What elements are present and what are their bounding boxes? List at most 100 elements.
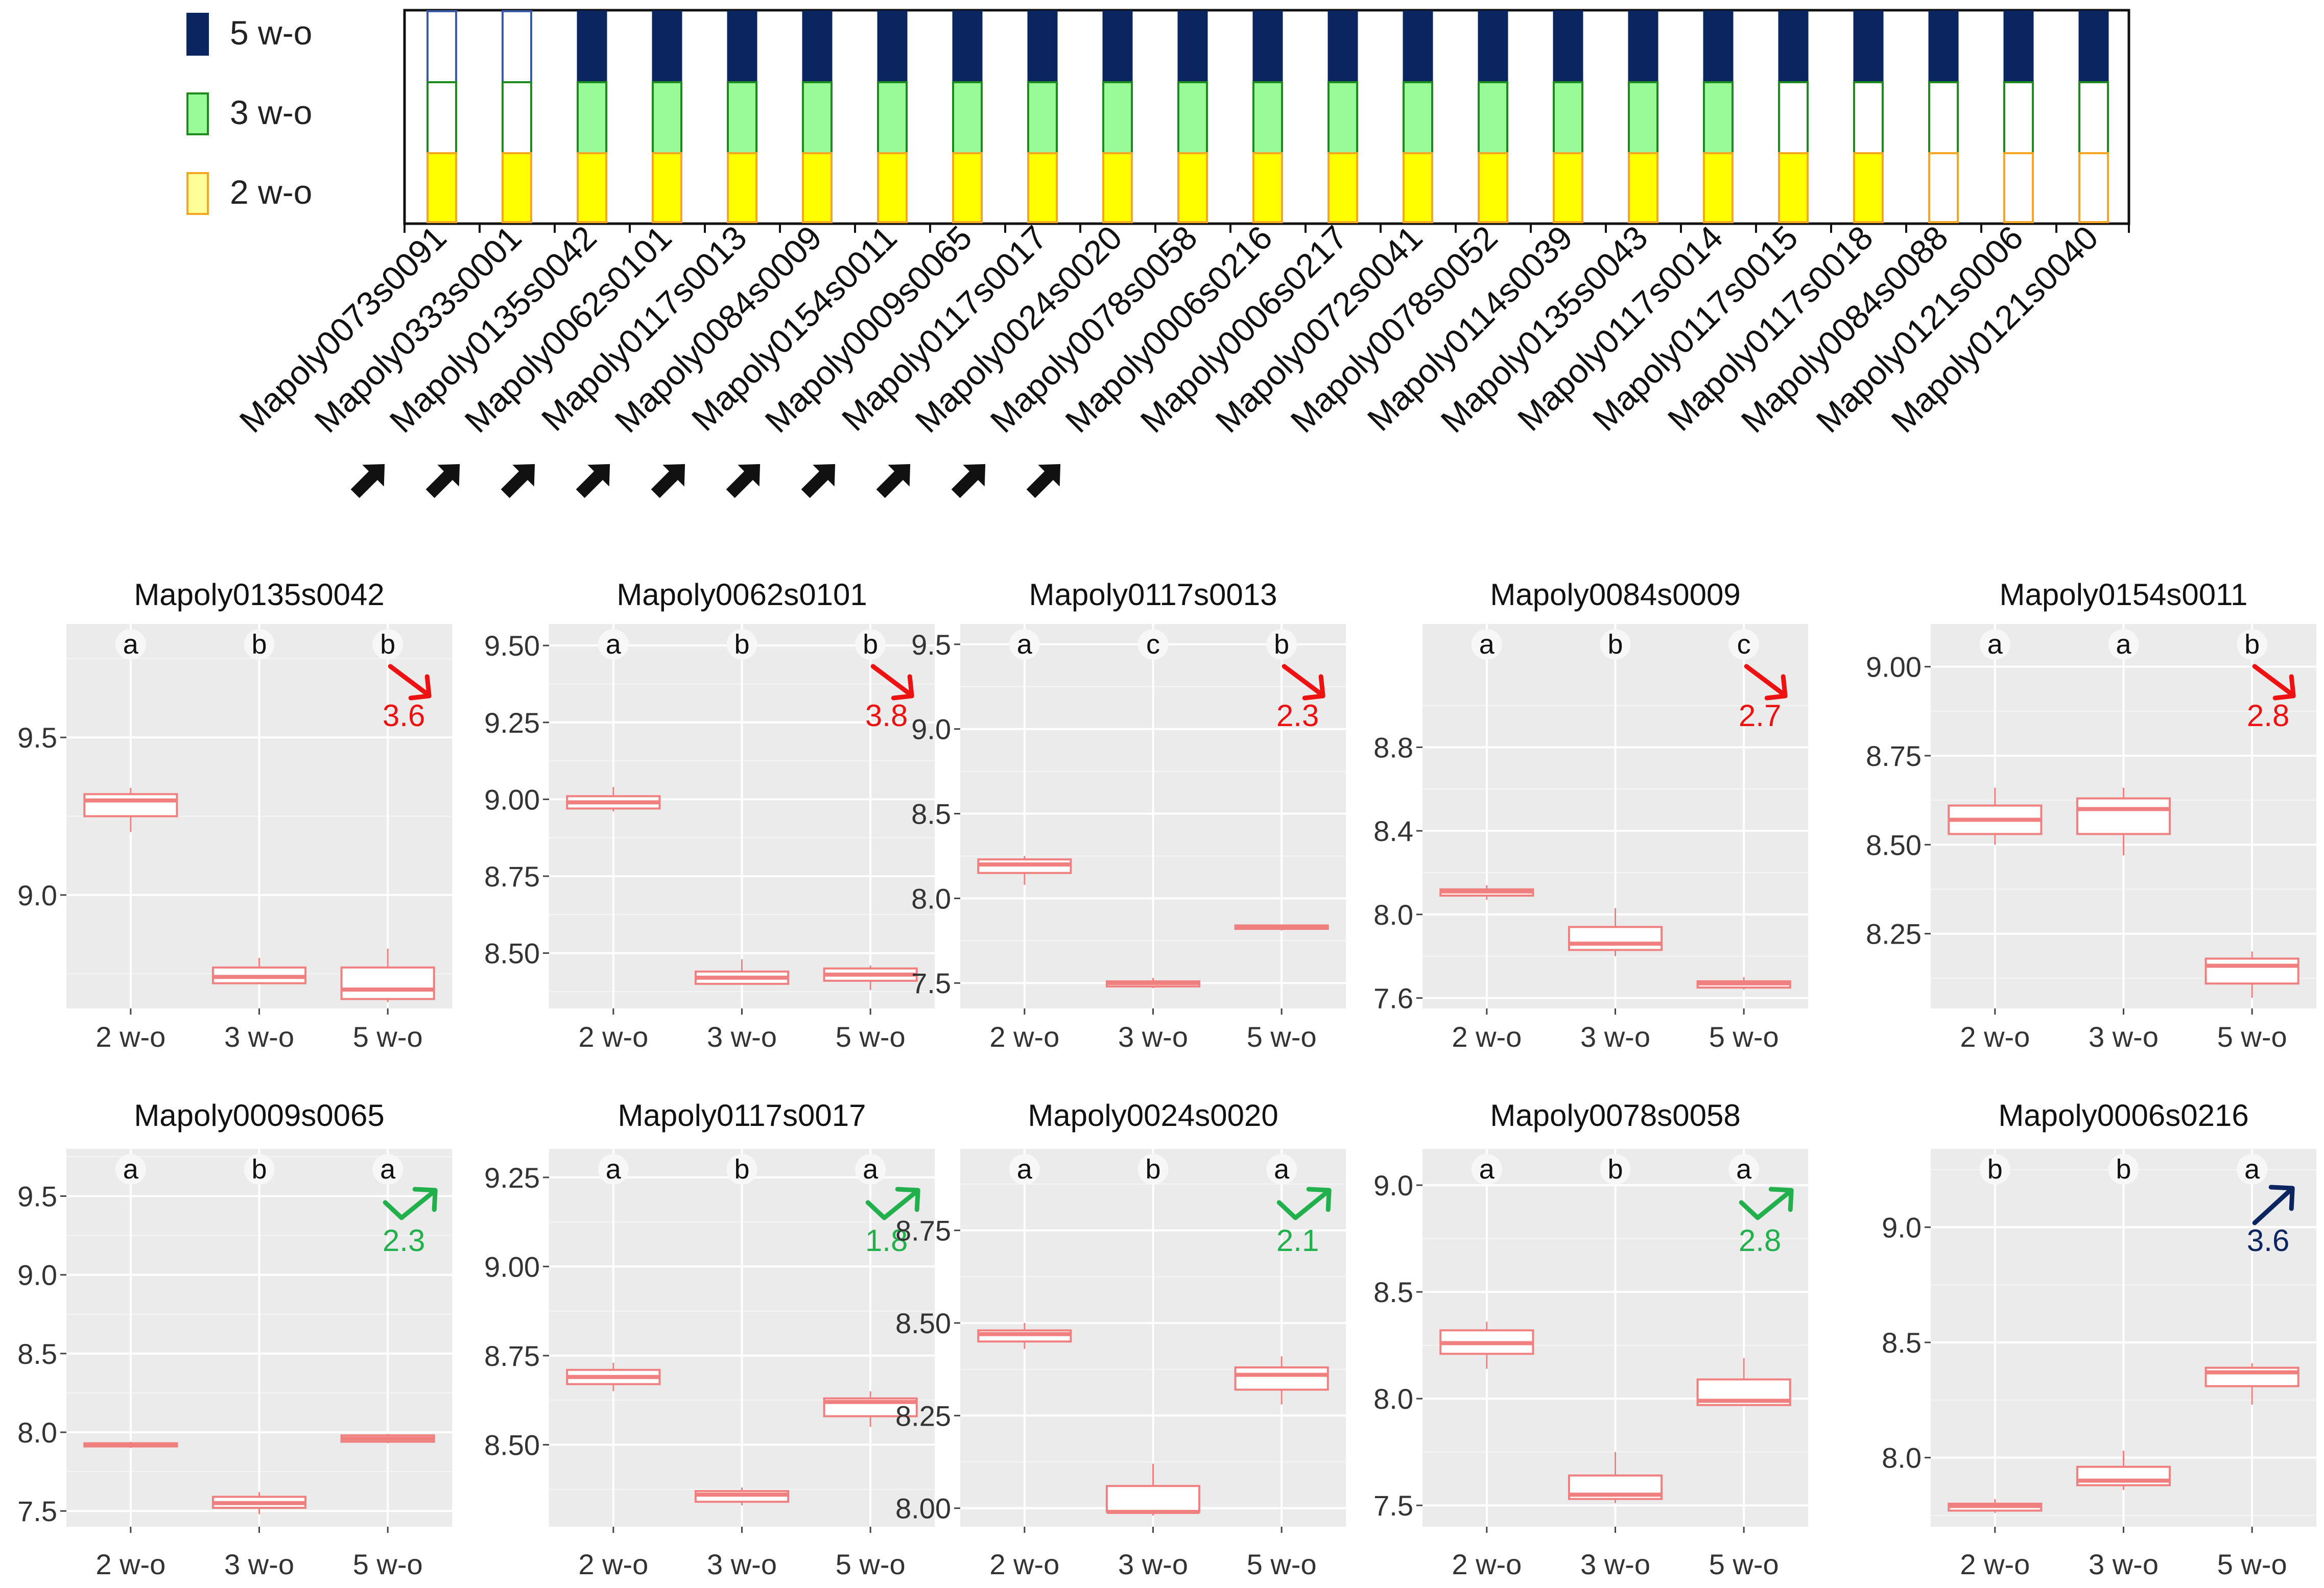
arrow-head <box>895 1187 920 1212</box>
panel-Mapoly0006s0216: Mapoly0006s0216 8.0 8.5 9.0 2 w-o b 3 w-o b 5 w-… <box>1882 1098 2316 1580</box>
significance-letter: b <box>251 629 267 660</box>
significance-letter: b <box>1987 1154 2003 1185</box>
box-iqr <box>83 793 178 817</box>
panel-Mapoly0078s0058: Mapoly0078s0058 7.5 8.0 8.5 9.0 2 w-o a 3 w-o b 5… <box>1373 1098 1808 1580</box>
significance-letter: a <box>1479 1154 1495 1185</box>
significance-letter: a <box>863 1154 879 1185</box>
category-label: 2 w-o <box>1960 1021 2030 1053</box>
significance-letter: a <box>2244 1154 2260 1185</box>
y-tick-label: 9.0 <box>1882 1211 1922 1243</box>
gene-arrow-shape <box>801 464 836 498</box>
gene-arrow-icon <box>951 464 986 498</box>
letter-badge <box>244 629 275 660</box>
letter-badge <box>244 1154 275 1185</box>
category-label: 2 w-o <box>578 1548 648 1580</box>
significance-letter: a <box>1017 1154 1033 1185</box>
y-tick-label: 9.5 <box>17 721 57 754</box>
gene-arrow-icon <box>801 464 836 498</box>
letter-badge <box>1009 1154 1040 1185</box>
panel-Mapoly0084s0009: Mapoly0084s0009 7.6 8.0 8.4 8.8 2 w-o a 3 w-o b 5… <box>1373 578 1808 1053</box>
y-tick-label: 8.50 <box>895 1307 951 1339</box>
y-tick-label: 9.00 <box>1866 651 1922 683</box>
cell-3wo <box>1027 81 1058 154</box>
letter-badge <box>2237 1154 2268 1185</box>
trend-up-arrow-icon <box>383 1187 438 1220</box>
fold-change-label: 2.8 <box>2247 699 2289 733</box>
cell-3wo <box>1628 81 1658 154</box>
y-tick-label: 9.0 <box>17 879 57 911</box>
cell-2wo <box>802 152 833 223</box>
letter-badge <box>1600 629 1631 660</box>
cell-3wo <box>502 81 532 154</box>
legend-swatch-5wo <box>186 13 209 56</box>
significance-letter: b <box>1607 629 1623 660</box>
significance-letter: a <box>1987 629 2003 660</box>
cell-5wo <box>1403 10 1433 83</box>
category-label: 5 w-o <box>1247 1548 1317 1580</box>
significance-letter: b <box>2244 629 2260 660</box>
y-tick-label: 8.5 <box>1882 1327 1922 1359</box>
box-iqr <box>1568 926 1663 951</box>
y-tick-label: 8.8 <box>1373 731 1413 763</box>
arrow-shaft <box>1282 664 1323 696</box>
panel-title: Mapoly0024s0020 <box>1028 1098 1278 1133</box>
significance-letter: a <box>380 1154 396 1185</box>
gene-arrow-icon <box>501 464 535 498</box>
panel-Mapoly0117s0017: Mapoly0117s0017 8.50 8.75 9.00 9.25 2 w-o a 3 w… <box>484 1098 935 1580</box>
category-label: 5 w-o <box>836 1548 906 1580</box>
cell-3wo <box>1403 81 1433 154</box>
cell-3wo <box>877 81 908 154</box>
cell-2wo <box>727 152 757 223</box>
cell-2wo <box>1403 152 1433 223</box>
cell-5wo <box>1703 10 1734 83</box>
letter-badge <box>1137 629 1169 660</box>
cell-2wo <box>1703 152 1734 223</box>
cell-3wo <box>1703 81 1734 154</box>
trend-down-arrow-icon <box>388 664 432 701</box>
cell-2wo <box>1553 152 1583 223</box>
y-tick-label: 9.0 <box>17 1259 57 1291</box>
arrow-shaft <box>870 664 912 696</box>
y-tick-label: 7.5 <box>1373 1489 1413 1522</box>
significance-letter: a <box>2116 629 2131 660</box>
arrow-head <box>1764 674 1788 701</box>
trend-down-arrow-icon <box>870 664 914 701</box>
category-label: 3 w-o <box>224 1021 294 1053</box>
category-label: 3 w-o <box>224 1548 294 1580</box>
category-label: 5 w-o <box>1709 1548 1779 1580</box>
box-iqr <box>1234 1366 1329 1391</box>
y-tick-label: 8.00 <box>895 1493 951 1525</box>
category-label: 3 w-o <box>1118 1021 1188 1053</box>
cell-5wo <box>1553 10 1583 83</box>
category-label: 3 w-o <box>1118 1548 1188 1580</box>
gene-arrow-shape <box>350 464 385 498</box>
cell-5wo <box>1628 10 1658 83</box>
category-label: 5 w-o <box>836 1021 906 1053</box>
letter-badge <box>1728 629 1760 660</box>
trend-up-arrow-icon <box>1276 1187 1332 1220</box>
category-label: 3 w-o <box>2089 1548 2159 1580</box>
cell-5wo <box>1027 10 1058 83</box>
cell-3wo <box>1102 81 1133 154</box>
letter-badge <box>2108 1154 2139 1185</box>
cell-5wo <box>2078 10 2109 83</box>
significance-letter: a <box>1479 629 1495 660</box>
cell-5wo <box>2003 10 2034 83</box>
category-label: 5 w-o <box>1247 1021 1317 1053</box>
trend-down-arrow-icon <box>1744 664 1788 701</box>
cell-5wo <box>1102 10 1133 83</box>
category-label: 2 w-o <box>96 1021 165 1053</box>
letter-badge <box>1979 1154 2010 1185</box>
gene-arrow-shape <box>651 464 685 498</box>
cell-2wo <box>1478 152 1508 223</box>
significance-letter: b <box>2116 1154 2131 1185</box>
y-tick-label: 7.6 <box>1373 982 1413 1015</box>
significance-letter: b <box>734 1154 749 1185</box>
significance-letter: b <box>1274 629 1289 660</box>
arrow-head <box>891 674 914 701</box>
arrow-head <box>2272 674 2296 701</box>
letter-badge <box>1009 629 1040 660</box>
cell-3wo <box>1252 81 1283 154</box>
arrow-shaft <box>383 1189 437 1220</box>
